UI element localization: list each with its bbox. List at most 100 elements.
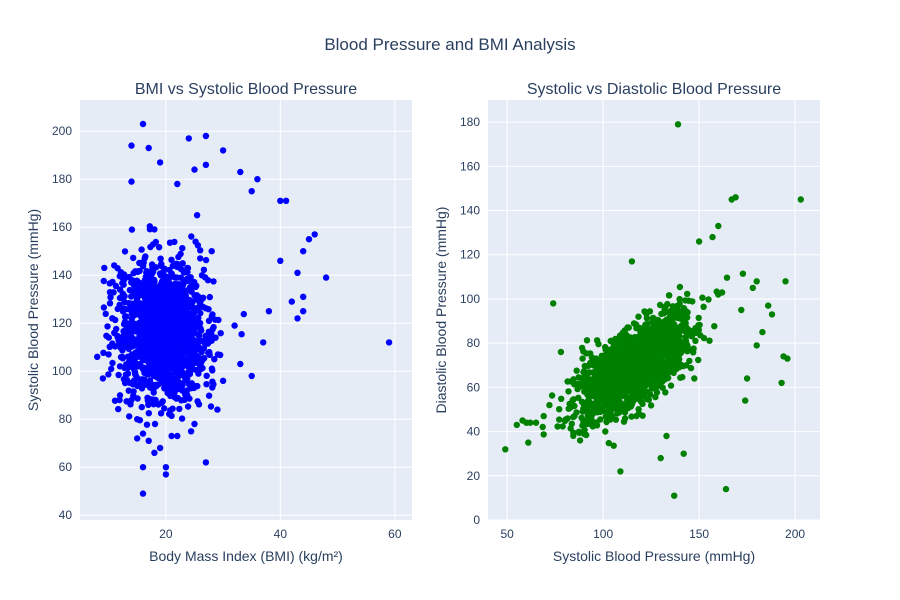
left-data-point [170,327,177,334]
right-x-tick-label: 100 [593,527,613,541]
right-data-point [628,387,635,394]
left-data-point [145,401,152,408]
left-data-point [163,285,170,292]
left-data-point [147,278,154,286]
left-data-point [153,352,160,359]
left-data-point [150,287,158,294]
left-data-point [128,226,136,233]
right-data-point [603,401,610,408]
right-grid [488,100,820,521]
left-data-point [183,375,190,383]
left-data-point [133,277,141,284]
left-data-point [161,307,169,315]
right-data-point [635,313,642,320]
left-data-point [195,370,202,377]
left-data-point [158,377,166,384]
left-data-point [191,318,198,325]
right-data-point [621,409,629,416]
left-data-point [135,282,142,289]
right-data-point [576,437,584,444]
right-y-tick-label: 100 [460,292,480,306]
left-data-point [178,292,185,299]
left-data-point [131,358,138,365]
left-data-point [102,310,109,318]
right-data-point [692,337,699,344]
left-data-point [121,248,129,255]
left-data-point [194,304,201,311]
left-data-point [150,372,157,380]
right-data-point [605,355,612,363]
left-data-point [100,277,108,285]
right-data-point [539,423,546,431]
right-data-point [667,326,674,334]
right-data-point [646,368,654,375]
right-data-point [648,351,655,359]
right-data-point [639,377,647,384]
left-data-point [186,348,194,355]
left-data-point [184,265,192,272]
left-x-tick-label: 20 [159,527,173,541]
left-data-point [128,178,135,185]
left-data-point [115,371,122,379]
right-data-point [684,290,691,298]
left-data-point [202,459,210,466]
left-data-point [144,283,151,291]
right-data-point [613,350,620,357]
right-data-point [665,317,672,324]
left-data-point [129,363,137,371]
left-data-point [151,327,158,335]
right-data-point [609,376,616,383]
left-data-point [191,420,198,428]
right-data-point [695,322,702,329]
right-data-point [581,362,588,370]
right-y-tick-label: 40 [467,425,481,439]
right-data-point [513,421,520,429]
right-data-point [655,317,662,324]
right-data-point [583,337,591,344]
left-data-point [178,415,186,422]
left-y-tick-label: 180 [52,172,72,186]
left-data-point [277,257,284,264]
left-data-point [205,392,213,399]
left-data-point [174,180,181,188]
left-data-point [187,428,195,435]
right-y-tick-label: 20 [467,469,481,483]
left-data-point [130,282,138,289]
left-data-point [100,304,108,311]
left-data-point [177,250,184,258]
left-data-point [145,353,152,361]
left-data-point [159,337,166,344]
left-data-point [187,339,195,346]
right-data-point [656,356,663,363]
right-data-point [678,309,685,316]
left-data-point [173,308,180,315]
right-data-point [642,330,649,337]
right-data-point [718,289,726,296]
left-data-point [119,353,126,361]
right-data-point [628,413,635,420]
right-data-point [683,362,690,369]
left-data-point [203,381,210,388]
right-data-point [603,367,610,374]
right-chart: 50 100 150 200 0 20 40 60 80 100 120 140 160 180 Sys… [433,81,820,564]
right-data-point [679,373,686,381]
right-data-point [602,428,609,435]
right-data-point [575,394,582,401]
right-data-point [674,314,682,322]
right-data-point [573,367,580,374]
right-data-point [646,308,654,315]
left-data-point [162,464,170,471]
right-data-point [709,233,716,241]
right-data-point [624,324,631,331]
left-data-point [119,347,126,354]
left-data-point [294,315,301,322]
left-data-point [288,298,295,305]
left-data-point [94,353,101,360]
left-points [94,120,393,497]
left-data-point [119,279,126,287]
left-data-point [146,340,153,347]
right-data-point [665,309,672,316]
left-data-point [197,362,204,370]
right-data-point [636,324,643,332]
